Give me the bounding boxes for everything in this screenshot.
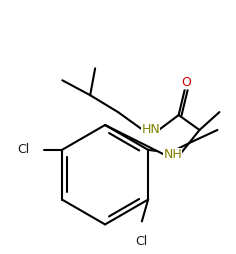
Text: Cl: Cl	[136, 235, 148, 248]
Text: Cl: Cl	[17, 143, 30, 156]
Text: HN: HN	[141, 123, 160, 136]
Text: O: O	[182, 76, 192, 89]
Text: NH: NH	[163, 148, 182, 161]
